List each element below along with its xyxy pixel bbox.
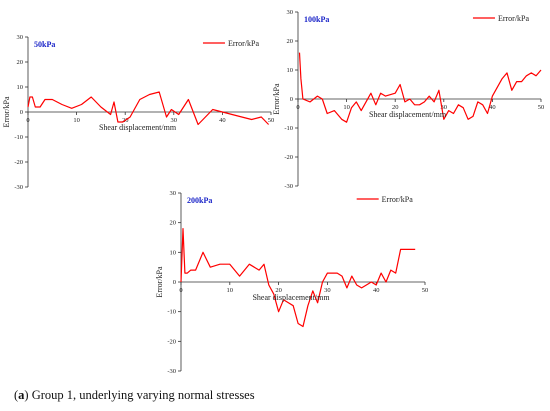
x-tick-label: 20	[275, 287, 282, 294]
x-tick-label: 30	[171, 117, 178, 124]
x-tick-label: 10	[227, 287, 234, 294]
x-tick-label: 10	[343, 104, 350, 111]
y-tick-label: 0	[173, 279, 176, 286]
x-axis-label: Shear displacement/mm	[99, 123, 177, 132]
x-tick-label: 10	[73, 117, 80, 124]
panel-title: 50kPa	[34, 40, 55, 49]
legend-label: Error/kPa	[498, 14, 530, 23]
y-tick-label: 20	[17, 59, 24, 66]
x-tick-label: 20	[392, 104, 399, 111]
y-tick-label: -20	[284, 154, 293, 161]
y-axis-label: Error/kPa	[155, 266, 164, 298]
x-tick-label: 50	[268, 117, 275, 124]
panel-title: 200kPa	[187, 196, 212, 205]
figure-caption: (a) Group 1, underlying varying normal s…	[14, 388, 255, 402]
series-line	[298, 52, 542, 123]
y-tick-label: -30	[167, 368, 176, 375]
x-axis-label: Shear displacement/mm	[252, 293, 330, 302]
y-tick-label: -30	[14, 184, 23, 191]
x-tick-label: 0	[179, 287, 182, 294]
series-line	[180, 228, 416, 328]
y-tick-label: -30	[284, 183, 293, 190]
y-tick-label: 30	[287, 9, 294, 16]
legend-label: Error/kPa	[382, 195, 414, 204]
y-tick-label: 20	[287, 38, 294, 45]
panel-title: 100kPa	[304, 15, 329, 24]
y-tick-label: 10	[17, 84, 24, 91]
y-tick-label: 0	[20, 109, 23, 116]
y-tick-label: -20	[167, 338, 176, 345]
legend-label: Error/kPa	[228, 39, 260, 48]
y-tick-label: 20	[170, 220, 177, 227]
x-tick-label: 30	[324, 287, 331, 294]
x-axis-label: Shear displacement/mm	[369, 110, 447, 119]
caption-letter: a	[18, 388, 25, 402]
x-tick-label: 0	[296, 104, 299, 111]
y-axis-label: Error/kPa	[2, 96, 11, 128]
x-tick-label: 40	[373, 287, 380, 294]
x-tick-label: 30	[441, 104, 448, 111]
y-tick-label: 0	[290, 96, 293, 103]
x-tick-label: 0	[26, 117, 29, 124]
chart-panel-100kpa: -30 -20 -10 0 10 20 30 0 10 20 30 40 50 Shear displac…	[272, 9, 544, 190]
y-tick-label: 30	[170, 190, 177, 197]
x-tick-label: 40	[219, 117, 226, 124]
chart-panel-200kpa: -30 -20 -10 0 10 20 30 0 10 20 30 40 50 Shear displac…	[155, 190, 428, 375]
caption-text: Group 1, underlying varying normal stres…	[31, 388, 255, 402]
x-tick-label: 40	[489, 104, 496, 111]
y-tick-label: -10	[14, 134, 23, 141]
y-tick-label: -20	[14, 159, 23, 166]
y-axis-label: Error/kPa	[272, 83, 281, 115]
y-tick-label: -10	[284, 125, 293, 132]
series-line	[27, 91, 270, 126]
x-tick-label: 50	[538, 104, 545, 111]
y-tick-label: 10	[170, 249, 177, 256]
y-tick-label: 30	[17, 34, 24, 41]
x-tick-label: 50	[422, 287, 429, 294]
y-tick-label: 10	[287, 67, 294, 74]
y-tick-label: -10	[167, 309, 176, 316]
